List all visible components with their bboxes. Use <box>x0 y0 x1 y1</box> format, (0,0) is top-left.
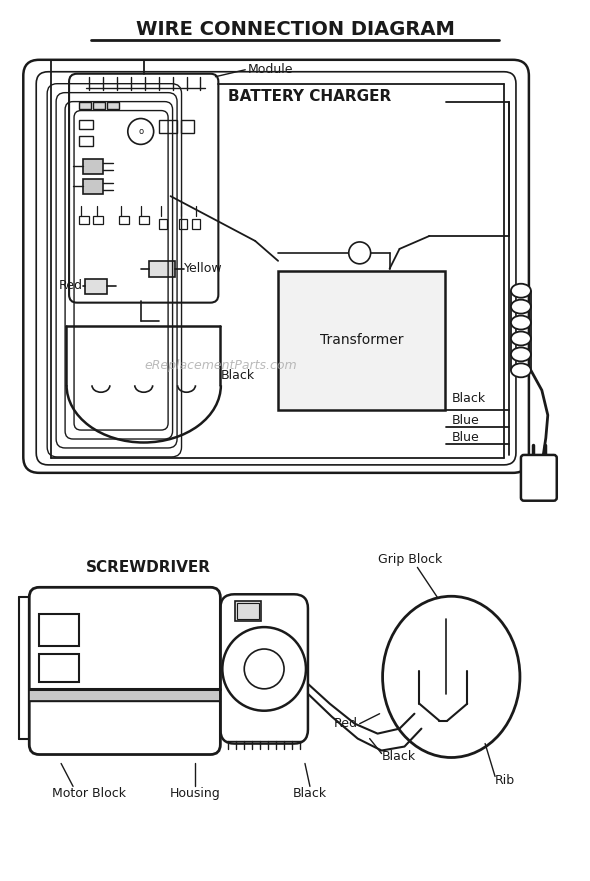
Bar <box>30 689 220 700</box>
Text: Rib: Rib <box>495 774 515 787</box>
Bar <box>79 120 93 130</box>
Text: Black: Black <box>220 369 254 381</box>
Text: eReplacementParts.com: eReplacementParts.com <box>144 359 297 372</box>
Text: Blue: Blue <box>451 413 479 426</box>
Text: Grip Block: Grip Block <box>378 553 442 566</box>
Bar <box>477 619 489 714</box>
Bar <box>83 179 103 194</box>
Bar <box>457 619 477 671</box>
Text: Module: Module <box>248 63 294 77</box>
Text: Black: Black <box>293 787 327 800</box>
Circle shape <box>244 649 284 689</box>
Text: o: o <box>138 127 143 136</box>
Bar <box>83 159 103 174</box>
Circle shape <box>128 119 153 144</box>
Circle shape <box>349 242 371 263</box>
Bar <box>119 216 129 224</box>
Bar <box>159 120 176 133</box>
Bar <box>107 101 119 108</box>
Bar <box>85 278 107 293</box>
Bar <box>139 216 149 224</box>
Circle shape <box>222 627 306 711</box>
Bar <box>278 270 445 411</box>
Text: Red: Red <box>59 279 83 292</box>
Text: BATTERY CHARGER: BATTERY CHARGER <box>228 89 392 104</box>
Ellipse shape <box>511 331 531 345</box>
Text: Blue: Blue <box>451 431 479 443</box>
Bar <box>93 216 103 224</box>
Bar <box>459 621 475 641</box>
Bar <box>159 219 166 229</box>
Text: WIRE CONNECTION DIAGRAM: WIRE CONNECTION DIAGRAM <box>136 20 454 40</box>
Text: Transformer: Transformer <box>320 334 404 347</box>
Ellipse shape <box>511 315 531 329</box>
Bar <box>409 619 430 671</box>
Ellipse shape <box>382 596 520 758</box>
Bar <box>79 216 89 224</box>
Bar <box>411 621 427 641</box>
Bar <box>93 101 105 108</box>
Ellipse shape <box>511 363 531 377</box>
Text: Black: Black <box>451 392 486 404</box>
Ellipse shape <box>511 347 531 361</box>
Bar <box>192 219 201 229</box>
Text: Red: Red <box>334 717 358 730</box>
Bar <box>39 614 79 646</box>
Bar <box>79 137 93 146</box>
Bar <box>237 603 259 619</box>
Ellipse shape <box>511 284 531 298</box>
Text: SCREWDRIVER: SCREWDRIVER <box>86 560 211 575</box>
Bar <box>235 601 261 621</box>
Bar <box>179 219 186 229</box>
Text: Motor Block: Motor Block <box>52 787 126 800</box>
Text: +: + <box>356 248 363 258</box>
Bar <box>39 654 79 682</box>
Bar <box>79 101 91 108</box>
Bar <box>181 120 195 133</box>
Bar <box>149 261 175 277</box>
Text: Black: Black <box>382 750 416 763</box>
Ellipse shape <box>511 300 531 314</box>
Text: Housing: Housing <box>170 787 221 800</box>
Text: Yellow: Yellow <box>183 263 222 275</box>
FancyBboxPatch shape <box>521 455 557 500</box>
